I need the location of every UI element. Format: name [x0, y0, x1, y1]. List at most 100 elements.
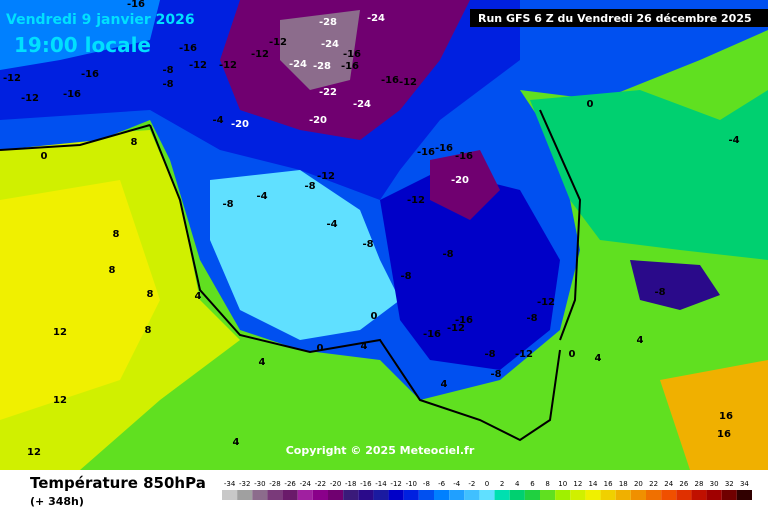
- run-info: Run GFS 6 Z du Vendredi 26 décembre 2025: [478, 12, 752, 25]
- contour-label: -8: [654, 287, 665, 298]
- scale-label: 30: [710, 480, 719, 488]
- scale-swatch: [464, 490, 480, 500]
- scale-swatch: [736, 490, 752, 500]
- scale-label: -10: [406, 480, 417, 488]
- contour-label: 0: [317, 343, 324, 354]
- scale-label: -22: [315, 480, 326, 488]
- scale-swatch: [630, 490, 646, 500]
- contour-label: 0: [371, 311, 378, 322]
- scale-label: -2: [468, 480, 475, 488]
- contour-label: 4: [259, 357, 266, 368]
- contour-label: -16: [381, 75, 399, 86]
- scale-label: 20: [634, 480, 643, 488]
- scale-swatch: [434, 490, 450, 500]
- scale-swatch: [646, 490, 662, 500]
- contour-label: -24: [289, 59, 307, 70]
- contour-label: -8: [362, 239, 373, 250]
- contour-label: -12: [537, 297, 555, 308]
- contour-label: -12: [399, 77, 417, 88]
- scale-label: -14: [375, 480, 387, 488]
- contour-label: -12: [317, 171, 335, 182]
- scale-label: 28: [695, 480, 704, 488]
- scale-swatch: [691, 490, 707, 500]
- contour-label: -8: [162, 65, 173, 76]
- scale-swatch: [570, 490, 586, 500]
- scale-swatch: [494, 490, 510, 500]
- scale-label: -30: [254, 480, 265, 488]
- contour-label: 16: [717, 429, 731, 440]
- scale-swatch: [388, 490, 404, 500]
- contour-label: -16: [343, 49, 361, 60]
- contour-label: -16: [417, 147, 435, 158]
- scale-swatch: [661, 490, 677, 500]
- contour-label: -8: [490, 369, 501, 380]
- scale-swatch: [267, 490, 283, 500]
- scale-label: -12: [390, 480, 401, 488]
- scale-swatch: [479, 490, 495, 500]
- scale-label: 16: [604, 480, 613, 488]
- contour-label: -20: [309, 115, 327, 126]
- contour-label: -28: [313, 61, 331, 72]
- contour-label: -12: [447, 323, 465, 334]
- scale-label: 10: [558, 480, 567, 488]
- scale-label: -20: [330, 480, 341, 488]
- scale-label: -18: [345, 480, 356, 488]
- contour-label: -8: [304, 181, 315, 192]
- contour-label: -20: [231, 119, 249, 130]
- contour-label: 4: [595, 353, 602, 364]
- scale-swatch: [524, 490, 540, 500]
- scale-label: 14: [589, 480, 598, 488]
- contour-label: -24: [353, 99, 371, 110]
- scale-swatch: [721, 490, 737, 500]
- contour-label: 4: [233, 437, 240, 448]
- scale-swatch: [585, 490, 601, 500]
- contour-label: -16: [127, 0, 145, 10]
- scale-label: 0: [485, 480, 489, 488]
- contour-label: -16: [455, 315, 473, 326]
- contour-label: -16: [423, 329, 441, 340]
- scale-label: 24: [664, 480, 673, 488]
- scale-swatch: [252, 490, 268, 500]
- contour-label: -12: [3, 73, 21, 84]
- map-background: [0, 0, 768, 470]
- scale-swatch: [540, 490, 556, 500]
- contour-label: 12: [53, 395, 67, 406]
- contour-label: -28: [319, 17, 337, 28]
- scale-label: -8: [423, 480, 430, 488]
- contour-label: -8: [526, 313, 537, 324]
- contour-label: -20: [451, 175, 469, 186]
- scale-swatch: [676, 490, 692, 500]
- scale-label: 22: [649, 480, 658, 488]
- contour-label: 0: [41, 151, 48, 162]
- scale-label: 8: [545, 480, 549, 488]
- copyright: Copyright © 2025 Meteociel.fr: [286, 444, 475, 457]
- scale-label: -26: [284, 480, 296, 488]
- contour-label: -16: [179, 43, 197, 54]
- contour-label: 4: [195, 291, 202, 302]
- contour-label: 4: [637, 335, 644, 346]
- contour-label: -8: [484, 349, 495, 360]
- date: Vendredi 9 janvier 2026: [6, 12, 195, 28]
- local-time: 19:00 locale: [14, 33, 151, 57]
- scale-label: 32: [725, 480, 734, 488]
- run-box: [470, 9, 768, 27]
- contour-label: 8: [147, 289, 154, 300]
- contour-label: 0: [569, 349, 576, 360]
- contour-label: -8: [400, 271, 411, 282]
- scale-label: 26: [679, 480, 688, 488]
- contour-label: -4: [728, 135, 739, 146]
- scale-label: 2: [500, 480, 504, 488]
- scale-swatch: [403, 490, 419, 500]
- scale-swatch: [328, 490, 344, 500]
- scale-label: -24: [300, 480, 312, 488]
- contour-label: 8: [145, 325, 152, 336]
- contour-label: -12: [269, 37, 287, 48]
- legend-title: Température 850hPa: [30, 474, 206, 492]
- contour-label: 4: [441, 379, 448, 390]
- contour-label: 4: [361, 341, 368, 352]
- contour-label: 16: [719, 411, 733, 422]
- scale-swatch: [555, 490, 571, 500]
- contour-label: 8: [131, 137, 138, 148]
- scale-swatch: [282, 490, 298, 500]
